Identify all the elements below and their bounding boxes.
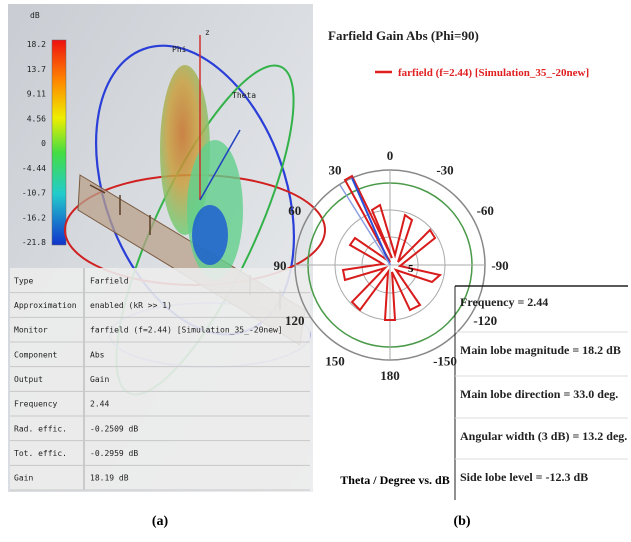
angle-label: -150 <box>433 353 457 368</box>
colorbar-label: 9.11 <box>27 90 46 99</box>
property-name: Type <box>14 276 33 285</box>
panel-b: Farfield Gain Abs (Phi=90) farfield (f=2… <box>274 28 628 529</box>
properties-rows: Type Farfield Approximation enabled (kR >> … <box>10 276 310 491</box>
info-line: Angular width (3 dB) = 13.2 deg. <box>460 429 627 443</box>
property-name: Component <box>14 350 58 359</box>
property-value: enabled (kR >> 1) <box>90 301 172 310</box>
info-line: Main lobe direction = 33.0 deg. <box>460 387 618 401</box>
property-name: Approximation <box>14 301 77 310</box>
theta-axis <box>199 129 241 201</box>
property-value: -0.2959 dB <box>90 449 138 458</box>
colorbar-labels: 18.2 13.7 9.11 4.56 0 -4.44 -10.7 -16.2 -21.8 <box>22 40 46 247</box>
colorbar-label: -16.2 <box>22 213 46 222</box>
panel-a: dB 18.2 13.7 9.11 4.56 0 -4.44 -10.7 -16.2 -21.8… <box>8 4 326 529</box>
colorbar-label: -21.8 <box>22 238 46 247</box>
polar-axis-label: Theta / Degree vs. dB <box>340 473 449 487</box>
info-line: Frequency = 2.44 <box>460 295 548 309</box>
colorbar-label: -10.7 <box>22 189 46 198</box>
property-name: Tot. effic. <box>14 449 67 458</box>
property-value: Farfield <box>90 276 129 285</box>
beamwidth-marker <box>339 184 391 266</box>
legend-label: farfield (f=2.44) [Simulation_35_-20new] <box>398 67 589 79</box>
property-value: -0.2509 dB <box>90 424 138 433</box>
property-value: 18.19 dB <box>90 474 129 483</box>
colorbar-label: 13.7 <box>27 65 46 74</box>
caption-b: (b) <box>453 514 470 529</box>
property-value: Abs <box>90 350 105 359</box>
angle-label: 60 <box>288 203 301 218</box>
radial-label: 5 <box>408 263 414 275</box>
colorbar-label: -4.44 <box>22 164 46 173</box>
property-name: Gain <box>14 474 33 483</box>
angle-labels: 0 -30 -60 -90 -120 -150 180 150 120 90 60 30 <box>274 148 509 383</box>
angle-label: 180 <box>380 368 400 383</box>
angle-label: 120 <box>285 313 305 328</box>
phi-label: Phi <box>172 45 187 54</box>
colorbar-label: 0 <box>41 139 46 148</box>
property-name: Frequency <box>14 400 58 409</box>
z-label: z <box>205 28 210 37</box>
main-lobe-marker <box>351 177 391 266</box>
property-value: 2.44 <box>90 400 109 409</box>
property-value: Gain <box>90 375 109 384</box>
colorbar-label: 18.2 <box>27 40 46 49</box>
angle-label: 90 <box>274 258 287 273</box>
angle-label: -60 <box>477 203 494 218</box>
property-name: Monitor <box>14 326 48 335</box>
back-lobe <box>192 205 228 265</box>
angle-label: -30 <box>436 163 453 178</box>
info-line: Main lobe magnitude = 18.2 dB <box>460 343 621 357</box>
angle-label: 0 <box>387 148 394 163</box>
gain-pattern <box>341 174 443 321</box>
colorbar-unit: dB <box>30 11 40 20</box>
angle-label: -90 <box>491 258 508 273</box>
property-value: farfield (f=2.44) [Simulation_35_-20new] <box>90 326 283 335</box>
angle-label: -120 <box>473 313 497 328</box>
antenna-patches <box>89 184 281 310</box>
properties-table <box>10 268 310 490</box>
angle-label: 30 <box>329 163 342 178</box>
property-name: Rad. effic. <box>14 424 67 433</box>
theta-label: Theta <box>232 91 256 100</box>
colorbar-label: 4.56 <box>27 114 46 123</box>
caption-a: (a) <box>152 514 169 529</box>
info-line: Side lobe level = -12.3 dB <box>460 470 588 484</box>
colorbar <box>51 39 67 246</box>
property-name: Output <box>14 375 43 384</box>
info-lines: Frequency = 2.44 Main lobe magnitude = 18… <box>455 295 628 484</box>
polar-title: Farfield Gain Abs (Phi=90) <box>328 28 479 43</box>
angle-label: 150 <box>325 353 345 368</box>
